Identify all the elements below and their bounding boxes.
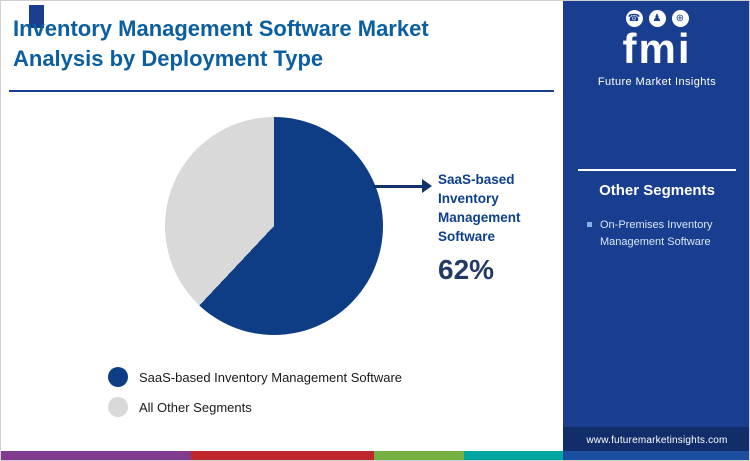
legend-item: All Other Segments [108,397,402,417]
callout-arrow-head-icon [422,179,432,193]
legend-swatch [108,397,128,417]
bullet-icon [587,222,592,227]
sidebar-divider [578,169,736,171]
callout-value: 62% [438,253,495,285]
page-title-line1: Inventory Management Software Market [13,16,429,41]
bottom-color-strip [1,451,749,460]
logo-wordmark: fmi [622,25,692,72]
list-item-label: On-Premises Inventory Management Softwar… [600,219,713,248]
other-segments-list: On-Premises Inventory Management Softwar… [587,217,739,250]
page-title: Inventory Management Software Market Ana… [13,14,553,75]
legend-label: All Other Segments [139,399,252,415]
callout-label: SaaS-based Inventory Management Software [438,172,521,244]
logo-icons: ☎ ♟ ⊕ [563,10,749,27]
other-segments-heading: Other Segments [599,182,715,199]
strip-segment [464,451,563,460]
title-accent-square [29,5,44,28]
pie-callout: SaaS-based Inventory Management Software… [438,171,544,286]
fmi-logo: ☎ ♟ ⊕ fmi Future Market Insights [563,10,749,89]
strip-segment [563,451,749,460]
callout-arrow-line [373,185,423,188]
page-title-line2: Analysis by Deployment Type [13,46,324,72]
logo-brand-name: Future Market Insights [597,76,717,89]
chart-legend: SaaS-based Inventory Management Software… [108,367,402,427]
sidebar: ☎ ♟ ⊕ fmi Future Market Insights Other S… [563,1,749,453]
strip-segment [1,451,191,460]
list-item: On-Premises Inventory Management Softwar… [587,217,739,250]
legend-item: SaaS-based Inventory Management Software [108,367,402,387]
website-url: www.futuremarketinsights.com [563,427,749,453]
globe-icon: ⊕ [671,10,689,27]
person-icon: ♟ [648,10,666,27]
legend-label: SaaS-based Inventory Management Software [139,369,403,385]
strip-segment [191,451,374,460]
pie-chart [165,117,383,335]
title-divider [9,90,554,92]
legend-swatch [108,367,128,387]
phone-icon: ☎ [625,10,643,27]
strip-segment [374,451,464,460]
